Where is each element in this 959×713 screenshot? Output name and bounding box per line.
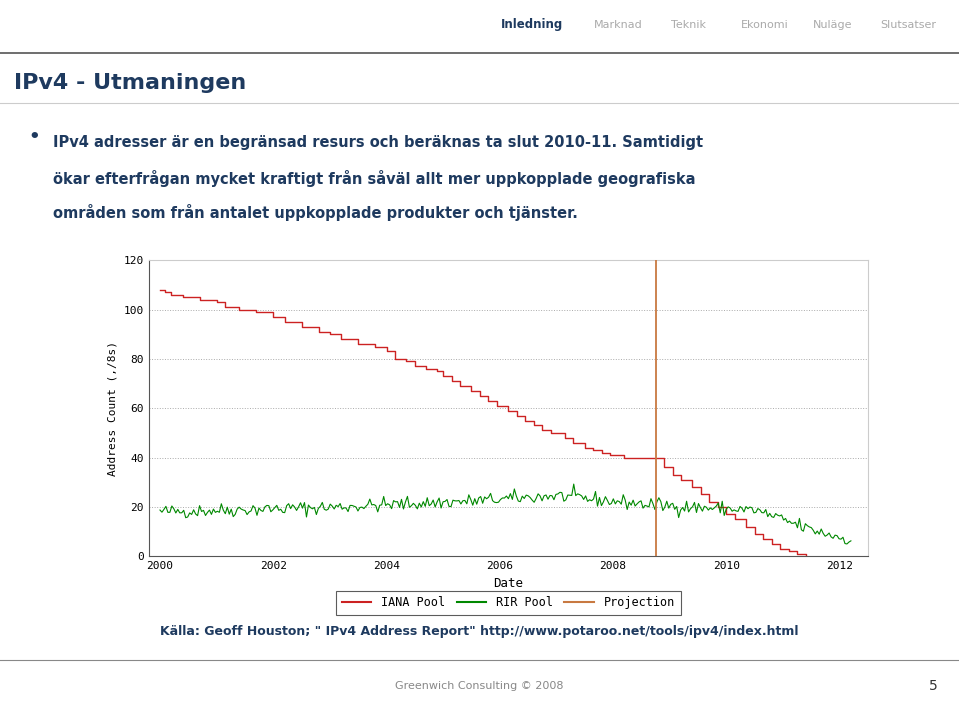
Text: •: • [29,128,40,146]
Text: ökar efterfrågan mycket kraftigt från såväl allt mer uppkopplade geografiska: ökar efterfrågan mycket kraftigt från så… [53,170,695,187]
Text: Nuläge: Nuläge [812,20,853,30]
Text: Slutsatser: Slutsatser [880,20,936,30]
Y-axis label: Address Count (,/8s): Address Count (,/8s) [108,341,118,476]
X-axis label: Date: Date [493,577,524,590]
Text: Teknik: Teknik [671,20,706,30]
Text: 5: 5 [929,679,938,693]
Text: IPv4 adresser är en begränsad resurs och beräknas ta slut 2010-11. Samtidigt: IPv4 adresser är en begränsad resurs och… [53,135,703,150]
Text: IPv4 - Utmaningen: IPv4 - Utmaningen [14,73,246,93]
Text: Marknad: Marknad [595,20,643,30]
Legend: IANA Pool, RIR Pool, Projection: IANA Pool, RIR Pool, Projection [336,590,681,615]
Text: Ekonomi: Ekonomi [740,20,788,30]
Text: områden som från antalet uppkopplade produkter och tjänster.: områden som från antalet uppkopplade pro… [53,204,577,221]
Text: Inledning: Inledning [502,19,563,31]
Text: Källa: Geoff Houston; " IPv4 Address Report" http://www.potaroo.net/tools/ipv4/i: Källa: Geoff Houston; " IPv4 Address Rep… [160,625,799,637]
Text: Greenwich Consulting © 2008: Greenwich Consulting © 2008 [395,681,564,691]
